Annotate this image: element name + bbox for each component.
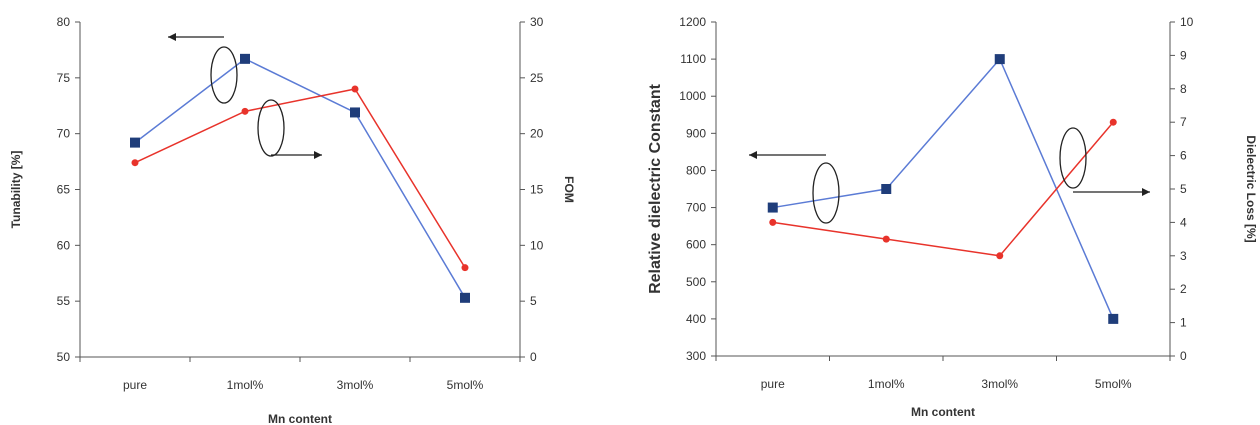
data-point-square <box>1108 313 1119 324</box>
data-point-circle <box>1109 118 1117 126</box>
data-point-circle <box>241 107 249 115</box>
right-tick-label: 10 <box>530 238 544 252</box>
right-tick-label: 9 <box>1180 48 1187 62</box>
left-tick-label: 1000 <box>679 89 706 103</box>
left-tick-label: 70 <box>57 127 71 141</box>
annotation-ellipse <box>1059 127 1087 189</box>
right-tick-label: 6 <box>1180 149 1187 163</box>
right-tick-label: 15 <box>530 183 544 197</box>
annotation-arrow-head <box>1142 188 1150 196</box>
right-tick-label: 5 <box>530 294 537 308</box>
annotation-ellipse <box>812 162 840 224</box>
x-tick-label: 1mol% <box>868 377 905 391</box>
right-tick-label: 7 <box>1180 115 1187 129</box>
annotation-ellipse <box>210 46 238 104</box>
x-tick-label: 5mol% <box>1095 377 1132 391</box>
right-tick-label: 0 <box>1180 349 1187 363</box>
left-tick-label: 1200 <box>679 15 706 29</box>
x-tick-label: 1mol% <box>227 378 264 392</box>
left-tick-label: 80 <box>57 15 71 29</box>
left-tick-label: 700 <box>686 201 706 215</box>
right-tick-label: 2 <box>1180 282 1187 296</box>
y2-axis-title: Dielectric Loss [%] <box>1244 135 1258 242</box>
data-point-square <box>350 107 360 118</box>
left-tick-label: 55 <box>57 294 71 308</box>
chart-dielectric: 300 400 500 600 700 800 900 1000 1100 1200 0 1 2 3 4 5 6… <box>647 15 1258 419</box>
x-axis-title: Mn content <box>911 405 975 419</box>
right-tick-label: 4 <box>1180 215 1187 229</box>
series-line-2 <box>772 121 1114 257</box>
left-tick-label: 1100 <box>680 52 706 66</box>
right-tick-label: 5 <box>1180 182 1187 196</box>
x-tick-label: 3mol% <box>981 377 1018 391</box>
y-axis-title: Relative dielectric Constant <box>647 83 664 294</box>
data-point-circle <box>996 252 1004 260</box>
y-axis-title: Tunability [%] <box>9 151 23 229</box>
x-tick-label: 5mol% <box>447 378 484 392</box>
data-point-square <box>460 292 470 303</box>
data-point-square <box>881 184 892 194</box>
series-line-1 <box>772 57 1114 320</box>
left-tick-label: 75 <box>57 71 71 85</box>
right-tick-label: 1 <box>1180 316 1187 330</box>
right-tick-label: 20 <box>530 127 544 141</box>
data-point-circle <box>769 218 777 226</box>
x-axis-title: Mn content <box>268 412 332 425</box>
annotation-arrow-head <box>168 33 176 41</box>
left-tick-label: 50 <box>57 350 71 364</box>
left-tick-label: 60 <box>57 238 71 252</box>
series-line-2 <box>134 88 466 269</box>
data-point-circle <box>131 159 139 167</box>
right-tick-label: 10 <box>1180 15 1194 29</box>
data-point-square <box>130 137 140 148</box>
right-tick-label: 8 <box>1180 82 1187 96</box>
left-tick-label: 400 <box>686 312 706 326</box>
data-point-square <box>240 53 250 64</box>
annotation-ellipse <box>257 99 285 157</box>
y2-axis-title: FOM <box>562 176 576 203</box>
annotation-arrow-head <box>314 151 322 159</box>
x-tick-label: pure <box>761 377 785 391</box>
left-tick-label: 65 <box>57 183 71 197</box>
right-tick-label: 0 <box>530 350 537 364</box>
left-tick-label: 300 <box>686 349 706 363</box>
annotation-arrow-head <box>749 151 757 159</box>
data-point-circle <box>351 85 359 93</box>
x-tick-label: 3mol% <box>337 378 374 392</box>
data-point-square <box>767 202 778 213</box>
right-tick-label: 25 <box>530 71 544 85</box>
chart-tunability-fom: 50 55 60 65 70 75 80 0 5 10 15 20 25 30 pure 1mol% 3mol%… <box>9 15 576 425</box>
data-point-circle <box>882 235 890 243</box>
x-tick-label: pure <box>123 378 147 392</box>
data-point-square <box>994 54 1005 65</box>
left-tick-label: 500 <box>686 275 706 289</box>
right-tick-label: 3 <box>1180 249 1187 263</box>
right-tick-label: 30 <box>530 15 544 29</box>
data-point-circle <box>461 264 469 272</box>
series-line-1 <box>134 57 466 299</box>
left-tick-label: 600 <box>686 238 706 252</box>
left-tick-label: 800 <box>686 163 706 177</box>
left-tick-label: 900 <box>686 126 706 140</box>
